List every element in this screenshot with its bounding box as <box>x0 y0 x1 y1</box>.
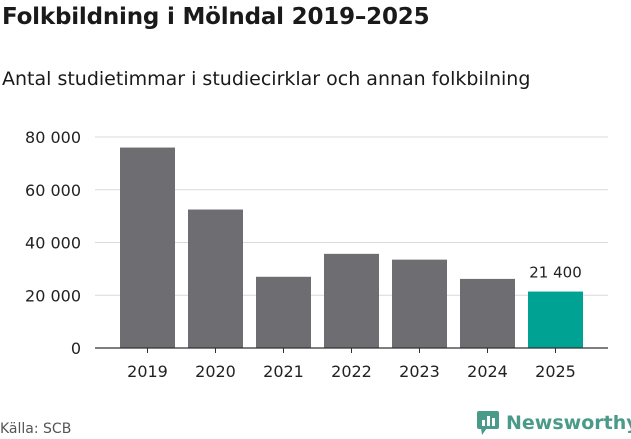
data-label: 21 400 <box>529 264 582 282</box>
source-note: Källa: SCB <box>0 421 72 437</box>
bar <box>460 278 515 348</box>
chart-title: Folkbildning i Mölndal 2019–2025 <box>2 4 430 30</box>
y-tick-label: 0 <box>71 339 81 358</box>
y-tick-label: 40 000 <box>25 234 81 253</box>
x-tick-label: 2023 <box>399 362 440 381</box>
bar <box>188 209 243 348</box>
bar <box>528 291 583 348</box>
x-tick-label: 2024 <box>467 362 508 381</box>
bar <box>120 147 175 348</box>
x-tick-label: 2022 <box>331 362 372 381</box>
x-tick-label: 2019 <box>127 362 168 381</box>
x-tick-label: 2020 <box>195 362 236 381</box>
y-tick-label: 60 000 <box>25 181 81 200</box>
newsworthy-logo-icon <box>477 411 499 435</box>
x-tick-label: 2021 <box>263 362 304 381</box>
brand-logo[interactable]: Newsworthy <box>476 409 631 437</box>
y-tick-label: 20 000 <box>25 286 81 305</box>
brand-name: Newsworthy <box>506 412 631 434</box>
x-tick-label: 2025 <box>535 362 576 381</box>
bar <box>392 259 447 348</box>
chart-subtitle: Antal studietimmar i studiecirklar och a… <box>2 68 531 90</box>
bar <box>256 276 311 348</box>
bar <box>324 253 379 348</box>
y-tick-label: 80 000 <box>25 128 81 147</box>
